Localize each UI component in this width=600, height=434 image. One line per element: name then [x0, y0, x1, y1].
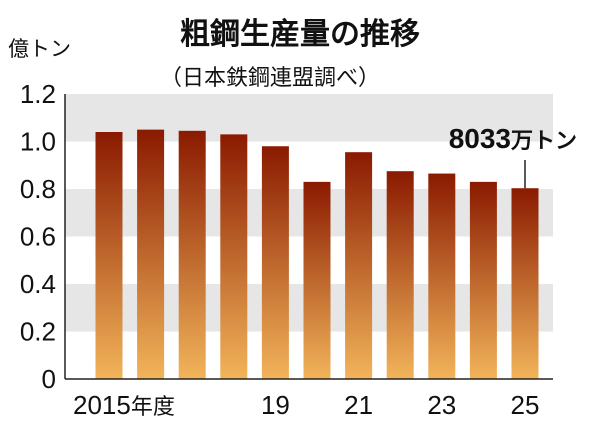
x-tick-suffix: 年度 [131, 395, 175, 420]
bar-2018 [220, 134, 248, 379]
callout-label: 8033万トン [449, 123, 577, 154]
y-tick-label: 1.2 [20, 79, 56, 109]
x-tick-year: 2015 [73, 390, 131, 420]
x-tick-label: 25 [511, 390, 540, 420]
y-axis-ticks: 1.2 1.0 0.8 0.6 0.4 0.2 0 [20, 79, 56, 394]
y-tick-label: 1.0 [20, 127, 56, 157]
bar-2023 [428, 173, 456, 379]
bar-2015 [95, 132, 123, 379]
x-tick-label: 21 [344, 390, 373, 420]
callout-value: 8033 [449, 123, 511, 154]
y-tick-label: 0.4 [20, 269, 56, 299]
bar-2021 [345, 152, 373, 379]
bar-2022 [386, 171, 414, 379]
x-axis-ticks: 2015年度 19 21 23 25 [73, 390, 539, 420]
chart-title: 粗鋼生産量の推移 [180, 17, 420, 52]
callout-unit: 万トン [510, 129, 577, 154]
bar-2019 [261, 146, 289, 379]
bar-2020 [303, 181, 331, 379]
x-tick-label: 2015年度 [73, 390, 175, 420]
bar-2025 [511, 188, 539, 379]
x-tick-label: 23 [427, 390, 456, 420]
value-callout: 8033万トン [449, 123, 577, 189]
x-tick-label: 19 [261, 390, 290, 420]
y-tick-label: 0.2 [20, 317, 56, 347]
bar-2016 [137, 129, 165, 379]
bar-2017 [178, 130, 206, 379]
y-tick-label: 0.6 [20, 222, 56, 252]
bar-2024 [469, 181, 497, 379]
y-tick-label: 0 [42, 364, 56, 394]
y-tick-label: 0.8 [20, 174, 56, 204]
bars [95, 129, 539, 379]
chart-subtitle: （日本鉄鋼連盟調べ） [160, 66, 380, 91]
y-axis-unit-label: 億トン [8, 37, 71, 61]
